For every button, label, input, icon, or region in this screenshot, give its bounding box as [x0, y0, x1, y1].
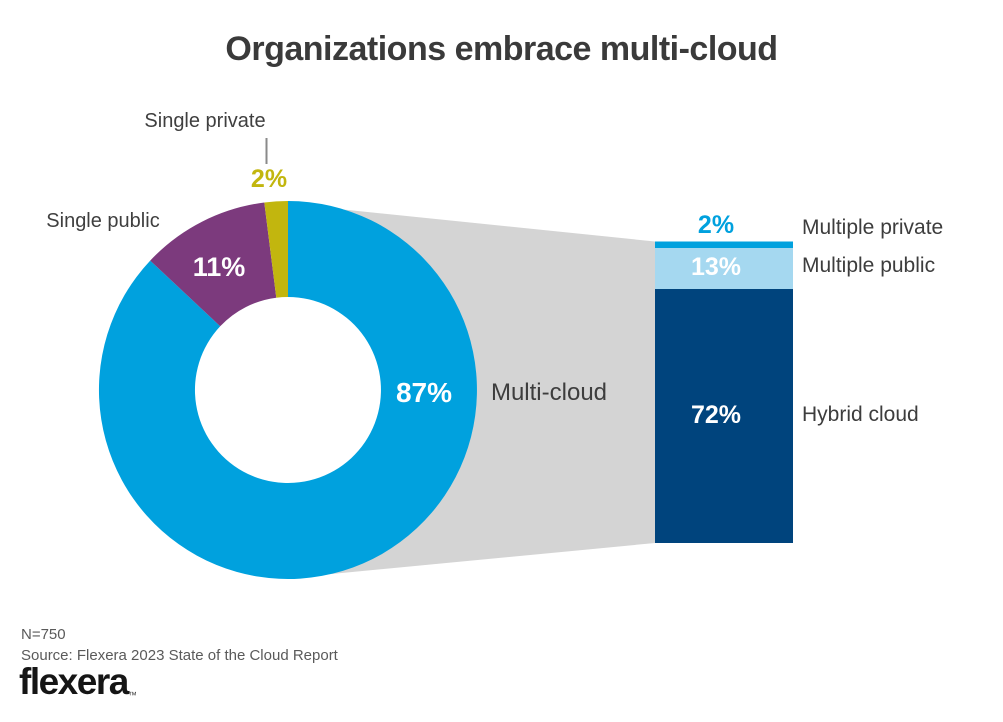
- bar-segment-hybrid-cloud: [655, 289, 793, 543]
- label-multi-cloud: Multi-cloud: [490, 379, 608, 406]
- trademark-symbol: ™: [127, 690, 137, 700]
- donut-slice-single-public: [150, 202, 277, 327]
- value-multi-cloud: 87%: [395, 377, 453, 408]
- value-hybrid-cloud: 72%: [690, 401, 742, 429]
- bar-segment-multiple-public: [655, 248, 793, 289]
- donut-slice-single-private: [264, 201, 288, 298]
- label-single-public: Single public: [46, 210, 160, 232]
- flexera-logo: flexera™: [19, 661, 137, 703]
- label-multiple-public: Multiple public: [802, 254, 936, 277]
- chart-title: Organizations embrace multi-cloud: [225, 30, 778, 68]
- donut-slice-multi-cloud: [98, 201, 477, 579]
- label-hybrid-cloud: Hybrid cloud: [802, 403, 919, 426]
- sample-size-note: N=750: [21, 626, 66, 643]
- donut-hole: [194, 296, 382, 484]
- label-multiple-private: Multiple private: [802, 216, 944, 239]
- bar-segment-multiple-private: [655, 241, 793, 248]
- source-note: Source: Flexera 2023 State of the Cloud …: [21, 647, 338, 664]
- value-single-private: 2%: [250, 165, 288, 193]
- value-multiple-private: 2%: [697, 211, 735, 239]
- flexera-logo-text: flexera: [19, 661, 129, 702]
- value-single-public: 11%: [192, 252, 246, 282]
- label-single-private: Single private: [144, 110, 266, 132]
- value-multiple-public: 13%: [690, 253, 742, 281]
